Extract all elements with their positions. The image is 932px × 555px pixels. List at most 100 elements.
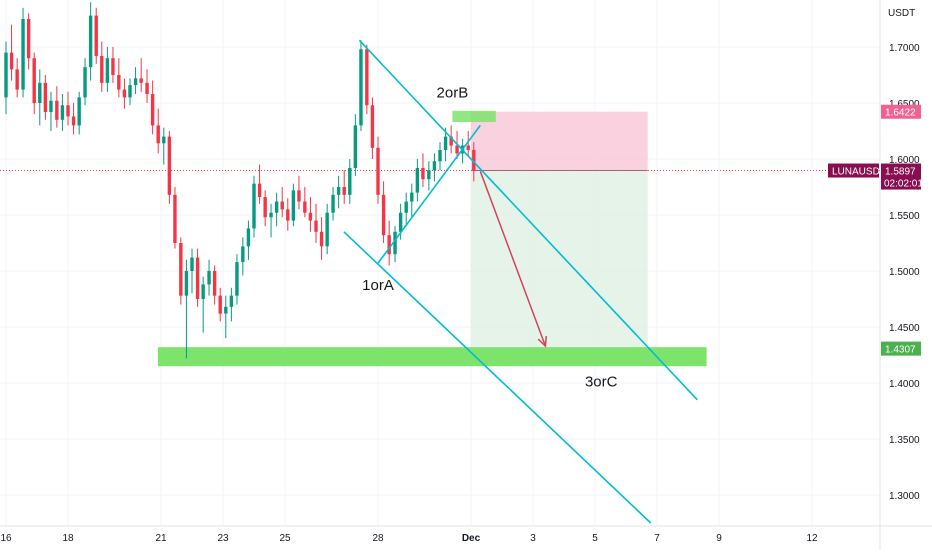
trend-line[interactable] xyxy=(343,231,652,524)
candle xyxy=(365,44,369,115)
y-tick-label: 1.4500 xyxy=(889,323,920,334)
drawings-layer: 1orA 2orB 3orC xyxy=(343,39,698,524)
candle xyxy=(105,47,110,92)
candle xyxy=(224,295,228,339)
candle xyxy=(43,75,48,120)
candle xyxy=(167,131,172,204)
candle xyxy=(257,164,262,204)
candle xyxy=(4,41,8,115)
candle xyxy=(212,265,217,305)
time-axis[interactable]: 16 18 21 23 25 28 Dec 3 5 7 9 12 xyxy=(0,533,818,544)
candle xyxy=(145,69,149,103)
candle xyxy=(359,40,363,131)
candle xyxy=(370,97,375,159)
candle xyxy=(291,183,296,227)
candle xyxy=(297,175,301,210)
candle xyxy=(218,287,222,322)
candle xyxy=(184,259,189,359)
candle xyxy=(9,24,14,81)
candle xyxy=(26,13,31,70)
candle xyxy=(179,237,183,305)
candle xyxy=(117,58,121,98)
y-tick-label: 1.3000 xyxy=(889,491,920,502)
x-tick-label: 12 xyxy=(806,533,818,544)
candle xyxy=(38,69,42,126)
resistance-zone[interactable] xyxy=(452,110,496,123)
x-tick-label: 21 xyxy=(155,533,167,544)
candle xyxy=(303,187,307,218)
candle xyxy=(274,192,279,227)
candle xyxy=(331,187,335,221)
candle xyxy=(241,237,245,276)
candle xyxy=(438,142,442,171)
svg-text:02:02:01: 02:02:01 xyxy=(884,179,923,190)
candle xyxy=(319,217,324,260)
y-tick-label: 1.7000 xyxy=(889,43,920,54)
candle xyxy=(173,187,177,249)
projection-arrow[interactable] xyxy=(479,171,547,347)
candle xyxy=(111,47,115,83)
candle xyxy=(32,52,36,115)
candle xyxy=(342,170,346,204)
candle xyxy=(381,181,386,243)
y-tick-label: 1.6000 xyxy=(889,155,920,166)
price-tag: 1.4307 xyxy=(881,341,921,356)
candle xyxy=(449,125,453,154)
candle xyxy=(314,203,318,243)
candle xyxy=(21,7,25,98)
price-axis[interactable]: USDT 1.7000 1.6500 1.6000 1.5500 1.5000 1.450… xyxy=(888,8,920,502)
candle xyxy=(83,58,87,106)
y-tick-label: 1.5500 xyxy=(889,211,920,222)
candle xyxy=(88,2,93,81)
stop-loss-zone[interactable] xyxy=(471,111,648,171)
x-tick-label: Dec xyxy=(462,533,481,544)
y-tick-label: 1.3500 xyxy=(889,435,920,446)
support-zone[interactable] xyxy=(157,347,707,367)
candle xyxy=(150,80,155,135)
candle xyxy=(207,259,211,296)
candle xyxy=(66,91,70,126)
y-tick-label: 1.6500 xyxy=(889,99,920,110)
take-profit-zone[interactable] xyxy=(471,170,648,349)
candle xyxy=(280,187,284,218)
candle xyxy=(263,190,267,227)
trend-line[interactable] xyxy=(377,124,481,264)
candle xyxy=(201,276,205,333)
candle xyxy=(286,198,290,231)
candle xyxy=(71,103,76,135)
candle xyxy=(77,91,81,135)
candle xyxy=(443,127,448,162)
price-tag: 1.6422 xyxy=(881,104,921,119)
x-tick-label: 16 xyxy=(0,533,12,544)
svg-text:1.5897: 1.5897 xyxy=(885,167,916,178)
candle xyxy=(252,175,256,238)
x-tick-label: 3 xyxy=(530,533,536,544)
candle xyxy=(376,136,380,204)
candle xyxy=(432,153,437,182)
candle xyxy=(348,159,352,204)
candle xyxy=(421,153,425,187)
candle xyxy=(336,175,341,209)
candles-layer xyxy=(4,2,476,359)
candle xyxy=(122,78,127,109)
candle xyxy=(308,197,313,232)
wave-label[interactable]: 2orB xyxy=(437,84,469,101)
x-tick-label: 5 xyxy=(592,533,598,544)
x-tick-label: 25 xyxy=(279,533,291,544)
wave-label[interactable]: 3orC xyxy=(585,373,618,390)
trend-line[interactable] xyxy=(358,39,698,401)
candle xyxy=(94,7,98,64)
candle xyxy=(404,192,408,227)
wave-label[interactable]: 1orA xyxy=(362,277,394,294)
candle xyxy=(269,203,273,238)
candle xyxy=(60,94,65,131)
candle xyxy=(415,159,420,202)
arrow-head xyxy=(537,336,548,348)
svg-text:1.6422: 1.6422 xyxy=(885,108,916,119)
candle xyxy=(427,161,431,191)
candle xyxy=(156,108,160,154)
candle xyxy=(162,127,166,165)
